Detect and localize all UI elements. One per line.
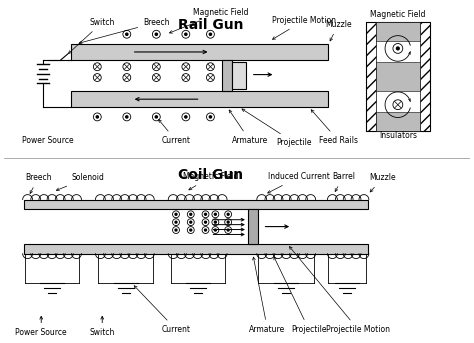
Circle shape [126,33,128,35]
Bar [376,22,420,41]
Bar [376,112,420,131]
Text: Power Source: Power Source [16,328,67,337]
Text: Magnetic Field: Magnetic Field [182,173,238,190]
Circle shape [126,116,128,118]
Circle shape [227,221,229,223]
Text: Projectile: Projectile [274,257,327,334]
Bar [248,209,258,244]
Text: Muzzle: Muzzle [325,20,352,41]
Text: Barrel: Barrel [332,173,355,191]
Circle shape [185,116,187,118]
Circle shape [210,116,211,118]
Text: Muzzle: Muzzle [369,174,396,192]
Text: Power Source: Power Source [22,136,74,145]
Text: Current: Current [159,120,191,145]
Text: Switch: Switch [90,328,115,337]
Circle shape [227,213,229,215]
Circle shape [185,33,187,35]
Text: Coil Gun: Coil Gun [178,168,243,182]
Bar [24,200,368,209]
Circle shape [227,229,229,231]
Text: Armature: Armature [249,257,286,334]
Text: Induced Current: Induced Current [268,173,330,193]
Bar [24,244,368,253]
Bar [222,60,232,91]
Bar [71,44,328,60]
Circle shape [175,213,177,215]
Text: Feed Rails: Feed Rails [311,110,358,145]
Text: Armature: Armature [229,110,268,145]
Text: Rail Gun: Rail Gun [178,17,243,32]
Circle shape [190,229,191,231]
Text: Solenoid: Solenoid [56,174,104,191]
Circle shape [155,116,157,118]
Text: Projectile Motion: Projectile Motion [272,16,336,39]
Text: Breech: Breech [25,174,52,193]
Bar [376,62,420,91]
Bar [232,62,246,90]
Circle shape [175,221,177,223]
Text: Projectile: Projectile [242,109,312,147]
Circle shape [175,229,177,231]
Bar [366,22,376,131]
Circle shape [205,213,207,215]
Circle shape [214,221,216,223]
Text: Magnetic Field: Magnetic Field [170,8,248,33]
Bar [366,22,430,131]
Circle shape [190,213,191,215]
Circle shape [214,213,216,215]
Text: Projectile Motion: Projectile Motion [290,247,390,334]
Text: Breech: Breech [79,18,170,44]
Circle shape [205,229,207,231]
Text: Switch: Switch [68,18,115,54]
Circle shape [96,116,99,118]
Circle shape [155,33,157,35]
Bar [71,91,328,107]
Text: Magnetic Field: Magnetic Field [370,10,426,19]
Circle shape [214,229,216,231]
Circle shape [396,47,399,50]
Circle shape [205,221,207,223]
Circle shape [190,221,191,223]
Text: Insulators: Insulators [379,131,417,140]
Bar [420,22,430,131]
Text: Current: Current [134,286,191,334]
Circle shape [210,33,211,35]
